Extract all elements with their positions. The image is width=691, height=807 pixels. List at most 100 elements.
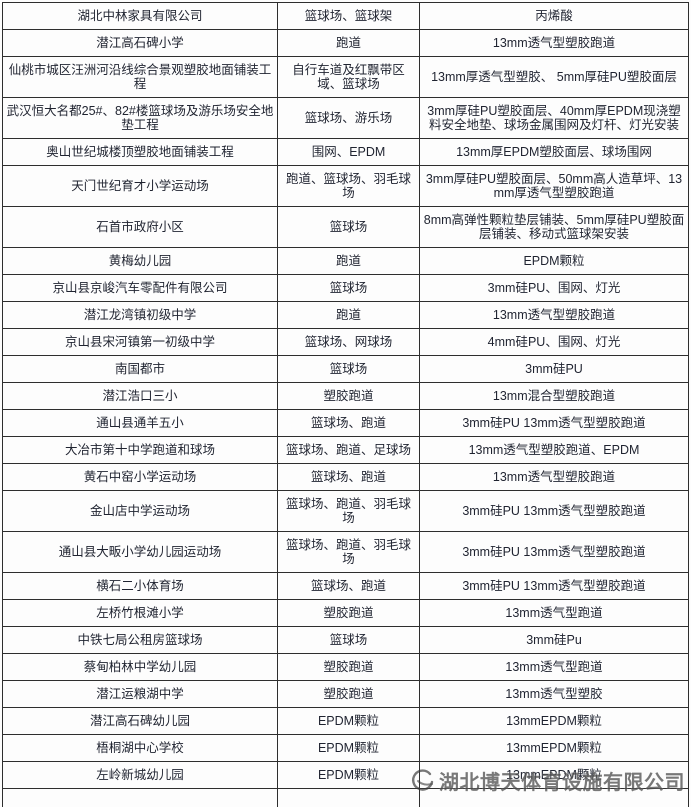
cell-material: 3mm硅Pu xyxy=(419,626,689,654)
cell-name: 金山店中学运动场 xyxy=(2,490,278,532)
table-row: 石首市政府小区 篮球场 8mm高弹性颗粒垫层铺装、5mm厚硅PU塑胶面层铺装、移动式… xyxy=(2,206,689,248)
table-row: 湖北中林家具有限公司 篮球场、篮球架 丙烯酸 xyxy=(2,2,689,30)
cell-material: 3mm硅PU 13mm透气型塑胶跑道 xyxy=(419,531,689,573)
cell-facility: 塑胶跑道 xyxy=(277,382,420,410)
cell-material: 3mm硅PU 13mm透气型塑胶跑道 xyxy=(419,572,689,600)
cell-name: 奥山世纪城楼顶塑胶地面铺装工程 xyxy=(2,138,278,166)
table-row: 仙桃市城区汪洲河沿线综合景观塑胶地面铺装工程 自行车道及红飘带区域、篮球场 13mm… xyxy=(2,56,689,98)
project-table-body: 湖北中林家具有限公司 篮球场、篮球架 丙烯酸 潜江高石碑小学 跑道 13mm透气型塑胶跑道… xyxy=(2,2,689,789)
cell-name: 京山县宋河镇第一初级中学 xyxy=(2,328,278,356)
cell-material: 13mmEPDM颗粒 xyxy=(419,707,689,735)
cell-name: 大冶市第十中学跑道和球场 xyxy=(2,436,278,464)
cell-facility: 塑胶跑道 xyxy=(277,680,420,708)
cell-material: 13mm透气型塑胶跑道、EPDM xyxy=(419,436,689,464)
cell-material: 8mm高弹性颗粒垫层铺装、5mm厚硅PU塑胶面层铺装、移动式篮球架安装 xyxy=(419,206,689,248)
table-row: 潜江高石碑幼儿园 EPDM颗粒 13mmEPDM颗粒 xyxy=(2,707,689,735)
cell-name: 潜江龙湾镇初级中学 xyxy=(2,301,278,329)
cell-name: 武汉恒大名都25#、82#楼篮球场及游乐场安全地垫工程 xyxy=(2,97,278,139)
cell-name: 南国都市 xyxy=(2,355,278,383)
cell-material: 13mm透气型塑胶跑道 xyxy=(419,463,689,491)
cell-name: 中铁七局公租房篮球场 xyxy=(2,626,278,654)
table-row: 左岭新城幼儿园 EPDM颗粒 13mmEPDM颗粒 xyxy=(2,761,689,789)
cell-facility: 篮球场、跑道 xyxy=(277,409,420,437)
table-row: 潜江高石碑小学 跑道 13mm透气型塑胶跑道 xyxy=(2,29,689,57)
cell-facility: 跑道、篮球场、羽毛球场 xyxy=(277,165,420,207)
table-row: 南国都市 篮球场 3mm硅PU xyxy=(2,355,689,383)
table-row: 京山县京峻汽车零配件有限公司 篮球场 3mm硅PU、围网、灯光 xyxy=(2,274,689,302)
cell-material: 3mm厚硅PU塑胶面层、50mm高人造草坪、13mm厚透气型塑胶跑道 xyxy=(419,165,689,207)
cell-material: 13mm混合型塑胶跑道 xyxy=(419,382,689,410)
table-row: 通山县大畈小学幼儿园运动场 篮球场、跑道、羽毛球场 3mm硅PU 13mm透气型塑胶… xyxy=(2,531,689,573)
cell-name: 天门世纪育才小学运动场 xyxy=(2,165,278,207)
cell-facility: 跑道 xyxy=(277,29,420,57)
partial-row-footer xyxy=(2,788,689,807)
cell-facility: 篮球场、跑道、羽毛球场 xyxy=(277,490,420,532)
cell-name: 梧桐湖中心学校 xyxy=(2,734,278,762)
table-row: 京山县宋河镇第一初级中学 篮球场、网球场 4mm硅PU、围网、灯光 xyxy=(2,328,689,356)
cell-material: 3mm硅PU、围网、灯光 xyxy=(419,274,689,302)
cell-facility: 篮球场、跑道、羽毛球场 xyxy=(277,531,420,573)
table-row: 蔡甸柏林中学幼儿园 塑胶跑道 13mm透气型跑道 xyxy=(2,653,689,681)
cell-material: 3mm硅PU 13mm透气型塑胶跑道 xyxy=(419,409,689,437)
cell-facility: 自行车道及红飘带区域、篮球场 xyxy=(277,56,420,98)
table-row: 横石二小体育场 篮球场、跑道 3mm硅PU 13mm透气型塑胶跑道 xyxy=(2,572,689,600)
table-row: 金山店中学运动场 篮球场、跑道、羽毛球场 3mm硅PU 13mm透气型塑胶跑道 xyxy=(2,490,689,532)
cell-material: EPDM颗粒 xyxy=(419,247,689,275)
cell-material: 13mm厚EPDM塑胶面层、球场围网 xyxy=(419,138,689,166)
cell-facility: 篮球场 xyxy=(277,626,420,654)
table-row: 黄石中窑小学运动场 篮球场、跑道 13mm透气型塑胶跑道 xyxy=(2,463,689,491)
cell-facility: 篮球场、网球场 xyxy=(277,328,420,356)
cell-name: 蔡甸柏林中学幼儿园 xyxy=(2,653,278,681)
cell-material: 丙烯酸 xyxy=(419,2,689,30)
cell-facility: 篮球场 xyxy=(277,355,420,383)
cell-facility: 篮球场 xyxy=(277,274,420,302)
cell-facility: EPDM颗粒 xyxy=(277,734,420,762)
cell-material: 13mm厚透气型塑胶、 5mm厚硅PU塑胶面层 xyxy=(419,56,689,98)
cell-facility: 塑胶跑道 xyxy=(277,599,420,627)
table-row: 左桥竹根滩小学 塑胶跑道 13mm透气型跑道 xyxy=(2,599,689,627)
cell-facility: 跑道 xyxy=(277,247,420,275)
table-row: 大冶市第十中学跑道和球场 篮球场、跑道、足球场 13mm透气型塑胶跑道、EPDM xyxy=(2,436,689,464)
cell-material: 13mm透气型塑胶跑道 xyxy=(419,301,689,329)
cell-material: 13mm透气型跑道 xyxy=(419,599,689,627)
cell-name: 左岭新城幼儿园 xyxy=(2,761,278,789)
table-row: 中铁七局公租房篮球场 篮球场 3mm硅Pu xyxy=(2,626,689,654)
table-row: 潜江龙湾镇初级中学 跑道 13mm透气型塑胶跑道 xyxy=(2,301,689,329)
table-row: 通山县通羊五小 篮球场、跑道 3mm硅PU 13mm透气型塑胶跑道 xyxy=(2,409,689,437)
cell-name: 京山县京峻汽车零配件有限公司 xyxy=(2,274,278,302)
cell-name: 湖北中林家具有限公司 xyxy=(2,2,278,30)
cell-facility: EPDM颗粒 xyxy=(277,707,420,735)
cell-name: 通山县通羊五小 xyxy=(2,409,278,437)
cell-material: 13mmEPDM颗粒 xyxy=(419,761,689,789)
cell-material: 13mmEPDM颗粒 xyxy=(419,734,689,762)
cell-material: 13mm透气型跑道 xyxy=(419,653,689,681)
cell-name: 黄梅幼儿园 xyxy=(2,247,278,275)
cell-name: 潜江运粮湖中学 xyxy=(2,680,278,708)
cell-facility-empty xyxy=(277,788,420,807)
cell-facility: EPDM颗粒 xyxy=(277,761,420,789)
cell-name: 石首市政府小区 xyxy=(2,206,278,248)
cell-material: 13mm透气型塑胶 xyxy=(419,680,689,708)
cell-name: 潜江浩口三小 xyxy=(2,382,278,410)
cell-facility: 篮球场、篮球架 xyxy=(277,2,420,30)
cell-facility: 篮球场 xyxy=(277,206,420,248)
cell-material: 3mm硅PU 13mm透气型塑胶跑道 xyxy=(419,490,689,532)
table-row: 天门世纪育才小学运动场 跑道、篮球场、羽毛球场 3mm厚硅PU塑胶面层、50mm高人… xyxy=(2,165,689,207)
cell-material: 13mm透气型塑胶跑道 xyxy=(419,29,689,57)
cell-name: 潜江高石碑幼儿园 xyxy=(2,707,278,735)
table-row: 潜江浩口三小 塑胶跑道 13mm混合型塑胶跑道 xyxy=(2,382,689,410)
cell-facility: 篮球场、跑道、足球场 xyxy=(277,436,420,464)
table-row: 潜江运粮湖中学 塑胶跑道 13mm透气型塑胶 xyxy=(2,680,689,708)
cell-facility: 围网、EPDM xyxy=(277,138,420,166)
cell-material-empty xyxy=(419,788,689,807)
cell-facility: 篮球场、跑道 xyxy=(277,463,420,491)
cell-name: 左桥竹根滩小学 xyxy=(2,599,278,627)
cell-name: 通山县大畈小学幼儿园运动场 xyxy=(2,531,278,573)
cell-name-empty xyxy=(2,788,278,807)
cell-facility: 跑道 xyxy=(277,301,420,329)
table-row: 武汉恒大名都25#、82#楼篮球场及游乐场安全地垫工程 篮球场、游乐场 3mm厚硅P… xyxy=(2,97,689,139)
table-row: 奥山世纪城楼顶塑胶地面铺装工程 围网、EPDM 13mm厚EPDM塑胶面层、球场围网 xyxy=(2,138,689,166)
cell-facility: 篮球场、游乐场 xyxy=(277,97,420,139)
